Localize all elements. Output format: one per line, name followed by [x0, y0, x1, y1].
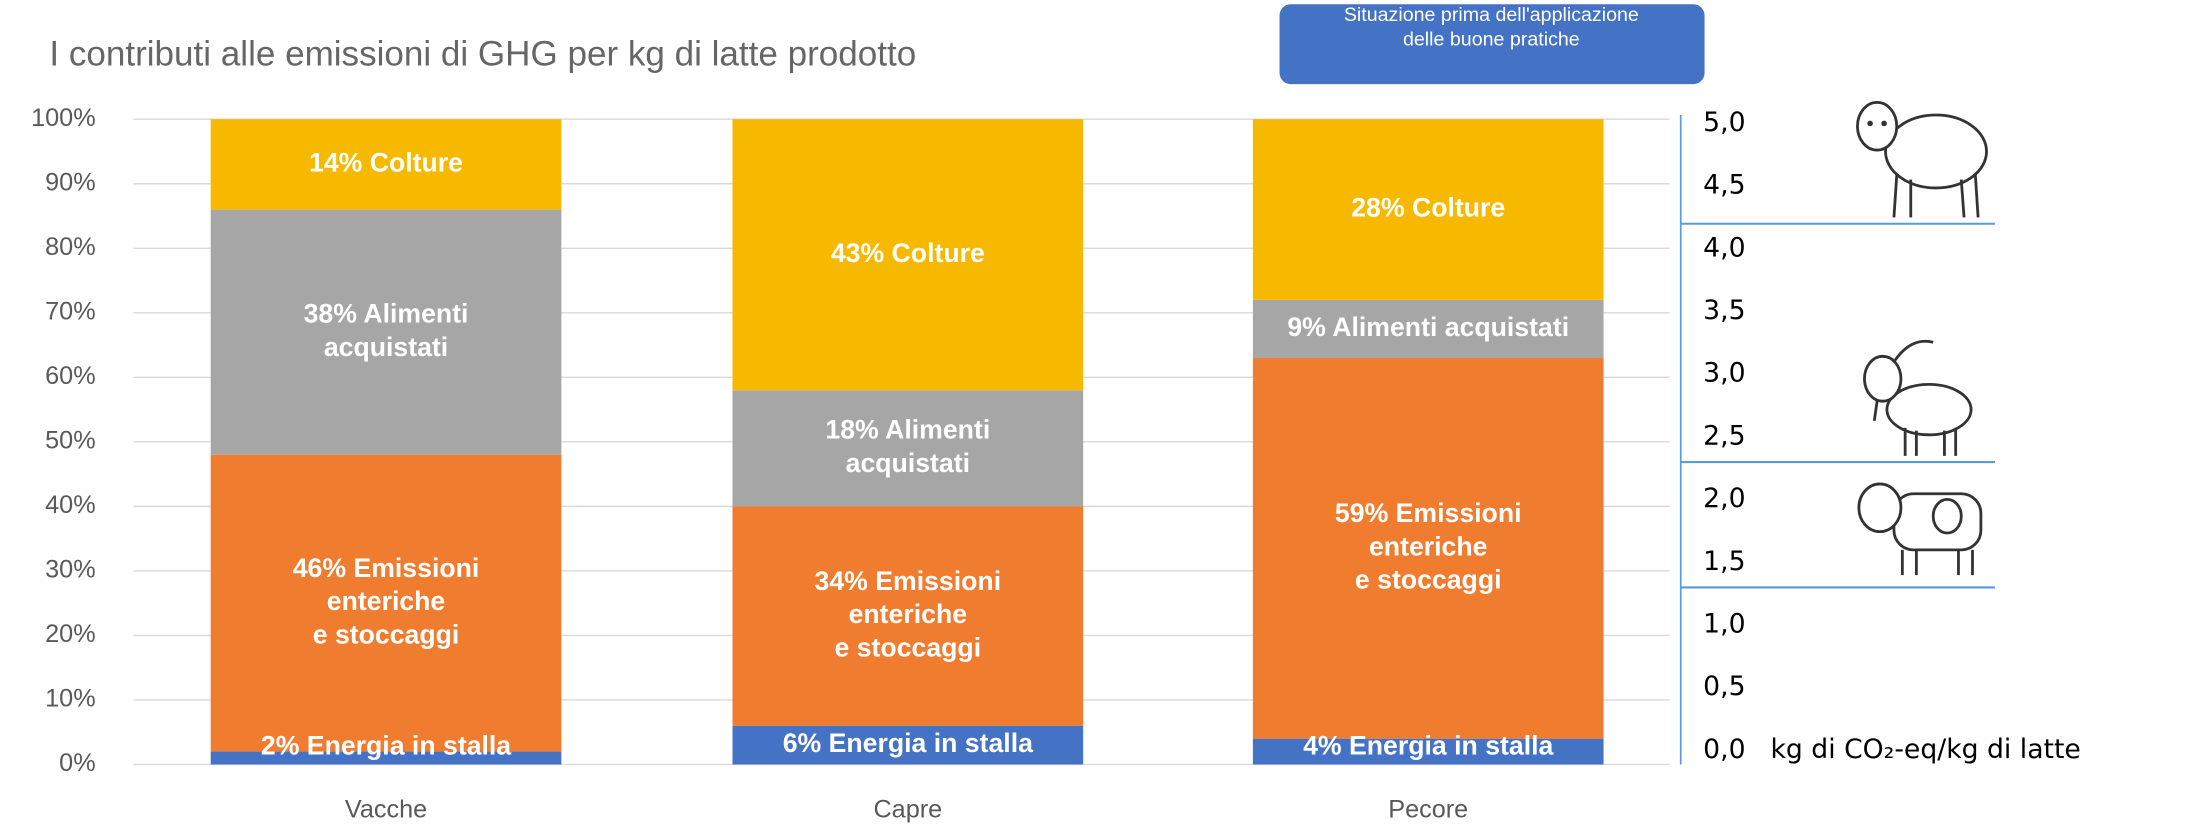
chart-title: I contributi alle emissioni di GHG per k…: [49, 34, 916, 73]
y2-tick-label: 1,5: [1703, 546, 1745, 577]
y-tick-label: 70%: [45, 297, 96, 325]
bar-segment: [732, 390, 1084, 507]
value-label: 34% Emissioni enteriche e stoccaggi: [815, 566, 1002, 663]
value-label: 43% Colture: [831, 238, 985, 268]
y2-tick-label: 2,5: [1703, 420, 1745, 451]
bar-segment: [1252, 299, 1604, 358]
value-label: 46% Emissioni enteriche e stoccaggi: [293, 553, 480, 650]
value-label: 4% Energia in stalla: [1303, 731, 1553, 761]
value-label: 18% Alimenti acquistati: [825, 415, 990, 478]
y-tick-label: 90%: [45, 168, 96, 196]
y2-tick-label: 0,5: [1703, 671, 1745, 702]
y2-tick-label: 4,5: [1703, 170, 1745, 201]
y2-tick-label: 3,5: [1703, 295, 1745, 326]
value-label: 2% Energia in stalla: [261, 731, 511, 761]
y2-tick-label: 3,0: [1703, 358, 1745, 389]
x-tick-label: Pecore: [1388, 795, 1468, 823]
goat-icon: [1863, 339, 1973, 456]
annotation: Situazione prima dell'applicazione delle …: [1344, 4, 1639, 51]
sheep-icon: [1856, 100, 1988, 218]
y2-tick-label: 2,0: [1703, 483, 1745, 514]
y2-tick-label: 1,0: [1703, 609, 1745, 640]
y2-tick-label: 0,0: [1703, 734, 1745, 765]
value-label: 38% Alimenti acquistati: [304, 299, 469, 362]
y-tick-label: 80%: [45, 233, 96, 261]
bar-segment: [210, 209, 562, 455]
bar-segment: [732, 506, 1084, 726]
value-label: 14% Colture: [309, 147, 463, 177]
y-tick-label: 30%: [45, 556, 96, 584]
bar-segment: [732, 119, 1084, 391]
value-label: 28% Colture: [1351, 193, 1505, 223]
cow-icon: [1857, 482, 1983, 576]
value-label: 9% Alimenti acquistati: [1287, 312, 1569, 342]
x-tick-label: Capre: [873, 795, 942, 823]
y2-tick-label: 5,0: [1703, 107, 1745, 138]
y2-tick-label: 4,0: [1703, 232, 1745, 263]
bar-segment: [210, 119, 562, 210]
y-tick-label: 40%: [45, 491, 96, 519]
x-tick-label: Vacche: [345, 795, 427, 823]
y2-axis-label: kg di CO₂-eq/kg di latte: [1770, 734, 2080, 765]
bar-segment: [210, 454, 562, 752]
y-tick-label: 20%: [45, 620, 96, 648]
y-tick-label: 60%: [45, 362, 96, 390]
y-tick-label: 100%: [31, 104, 96, 132]
value-label: 6% Energia in stalla: [783, 728, 1033, 758]
bar-segment: [1252, 738, 1604, 765]
bar-segment: [732, 725, 1084, 765]
value-label: 59% Emissioni enteriche e stoccaggi: [1335, 498, 1522, 595]
bar-segment: [210, 751, 562, 765]
annotation-box: [1279, 4, 1705, 85]
y-tick-label: 10%: [45, 685, 96, 713]
y-tick-label: 0%: [59, 749, 95, 777]
bar-segment: [1252, 119, 1604, 300]
y-tick-label: 50%: [45, 427, 96, 455]
bar-segment: [1252, 357, 1604, 739]
